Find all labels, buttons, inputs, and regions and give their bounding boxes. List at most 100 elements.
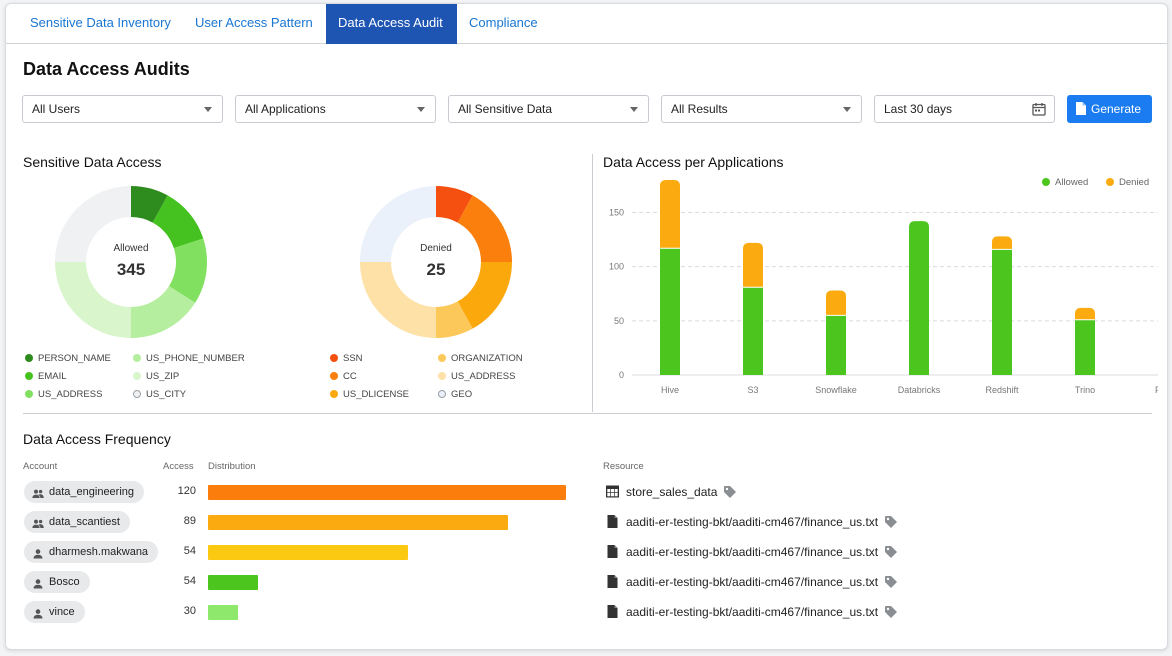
y-tick-label: 50 [614, 316, 624, 326]
tag-icon[interactable] [723, 485, 737, 499]
legend-dot [133, 354, 141, 362]
applications-filter-value: All Applications [245, 102, 326, 116]
bar-allowed-s3[interactable] [743, 287, 763, 375]
legend-item-us-zip: US_ZIP [133, 371, 179, 382]
legend-item-allowed: Allowed [1042, 177, 1088, 188]
legend-dot [133, 372, 141, 380]
bar-allowed-snowflake[interactable] [826, 315, 846, 375]
bar-denied-hive[interactable] [660, 180, 680, 249]
tag-icon[interactable] [884, 605, 898, 619]
denied-segment-organization[interactable] [436, 301, 473, 338]
date-range-value: Last 30 days [884, 102, 953, 116]
x-tick-label: Redshift [985, 385, 1019, 395]
account-chip[interactable]: Bosco [24, 571, 90, 593]
calendar-icon[interactable] [1032, 102, 1046, 116]
access-count: 54 [183, 545, 196, 557]
denied-segment-geo[interactable] [360, 186, 436, 262]
allowed-segment-us-phone-number[interactable] [168, 238, 207, 303]
tag-icon[interactable] [884, 575, 898, 589]
account-chip[interactable]: data_scantiest [24, 511, 130, 533]
x-tick-label: Trino [1075, 385, 1095, 395]
distribution-bar [208, 605, 238, 620]
allowed-segment-us-zip[interactable] [131, 286, 196, 338]
file-icon [606, 515, 619, 528]
column-header-access: Access [163, 461, 194, 472]
allowed-segment-us-address[interactable] [55, 262, 131, 338]
resource-name: store_sales_data [626, 485, 718, 499]
chevron-down-icon [204, 107, 212, 112]
tab-user-access-pattern[interactable]: User Access Pattern [195, 15, 313, 30]
sensitive-data-filter[interactable]: All Sensitive Data [448, 95, 649, 123]
section-divider [592, 154, 593, 412]
legend-item-organization: ORGANIZATION [438, 353, 523, 364]
bar-denied-s3[interactable] [743, 242, 763, 288]
bar-allowed-redshift[interactable] [992, 249, 1012, 375]
resource-link[interactable]: store_sales_data [606, 485, 737, 499]
denied-segment-us-address[interactable] [360, 262, 436, 338]
tag-icon[interactable] [884, 545, 898, 559]
allowed-segment-us-city[interactable] [55, 186, 131, 262]
access-count: 54 [183, 575, 196, 587]
bar-denied-redshift[interactable] [992, 236, 1012, 250]
denied-donut-chart [360, 186, 512, 338]
tab-data-access-audit[interactable]: Data Access Audit [326, 4, 457, 44]
allowed-donut-total: 345 [116, 260, 146, 279]
applications-filter[interactable]: All Applications [235, 95, 436, 123]
distribution-bar [208, 485, 566, 500]
denied-segment-cc[interactable] [457, 195, 512, 262]
bar-allowed-hive[interactable] [660, 248, 680, 375]
column-header-account: Account [23, 461, 58, 472]
legend-item-person-name: PERSON_NAME [25, 353, 111, 364]
legend-dot [330, 354, 338, 362]
date-range-picker[interactable]: Last 30 days [874, 95, 1055, 123]
users-filter-value: All Users [32, 102, 81, 116]
tab-compliance[interactable]: Compliance [469, 15, 538, 30]
x-tick-label: Snowflake [815, 385, 857, 395]
account-chip[interactable]: dharmesh.makwana [24, 541, 159, 563]
results-filter[interactable]: All Results [661, 95, 862, 123]
tab-sensitive-data-inventory[interactable]: Sensitive Data Inventory [30, 15, 171, 30]
legend-item-geo: GEO [438, 389, 472, 400]
resource-link[interactable]: aaditi-er-testing-bkt/aaditi-cm467/finan… [606, 605, 898, 619]
file-icon [606, 575, 619, 588]
access-count: 120 [177, 485, 196, 497]
results-filter-value: All Results [671, 102, 728, 116]
denied-segment-us-dlicense[interactable] [457, 262, 512, 329]
denied-donut-total: 25 [426, 260, 446, 279]
chevron-down-icon [843, 107, 851, 112]
account-chip[interactable]: vince [24, 601, 85, 623]
users-filter[interactable]: All Users [22, 95, 223, 123]
tag-icon[interactable] [884, 515, 898, 529]
legend-item-cc: CC [330, 371, 357, 382]
legend-dot [438, 354, 446, 362]
bar-allowed-trino[interactable] [1075, 319, 1095, 375]
table-icon [606, 485, 619, 498]
user-group-icon [32, 486, 44, 498]
denied-donut-label: Denied [420, 243, 452, 254]
frequency-title: Data Access Frequency [23, 431, 171, 447]
x-tick-label: Databricks [898, 385, 941, 395]
distribution-bar [208, 515, 508, 530]
resource-link[interactable]: aaditi-er-testing-bkt/aaditi-cm467/finan… [606, 575, 898, 589]
file-icon [606, 545, 619, 558]
generate-button[interactable]: Generate [1067, 95, 1152, 123]
sensitive-data-access-title: Sensitive Data Access [23, 154, 162, 170]
bar-denied-snowflake[interactable] [826, 290, 846, 316]
account-chip[interactable]: data_engineering [24, 481, 145, 503]
allowed-donut-label: Allowed [113, 243, 149, 254]
legend-dot [25, 372, 33, 380]
allowed-segment-person-name[interactable] [131, 186, 168, 223]
distribution-bar [208, 575, 258, 590]
resource-name: aaditi-er-testing-bkt/aaditi-cm467/finan… [626, 575, 879, 589]
bar-allowed-databricks[interactable] [909, 221, 929, 375]
allowed-segment-email[interactable] [152, 195, 204, 249]
bar-denied-trino[interactable] [1075, 307, 1095, 320]
account-name: dharmesh.makwana [49, 546, 149, 558]
denied-segment-ssn[interactable] [436, 186, 473, 223]
resource-link[interactable]: aaditi-er-testing-bkt/aaditi-cm467/finan… [606, 515, 898, 529]
legend-dot [438, 390, 446, 398]
legend-dot [1042, 178, 1050, 186]
legend-item-us-phone-number: US_PHONE_NUMBER [133, 353, 245, 364]
legend-item-denied: Denied [1106, 177, 1149, 188]
resource-link[interactable]: aaditi-er-testing-bkt/aaditi-cm467/finan… [606, 545, 898, 559]
